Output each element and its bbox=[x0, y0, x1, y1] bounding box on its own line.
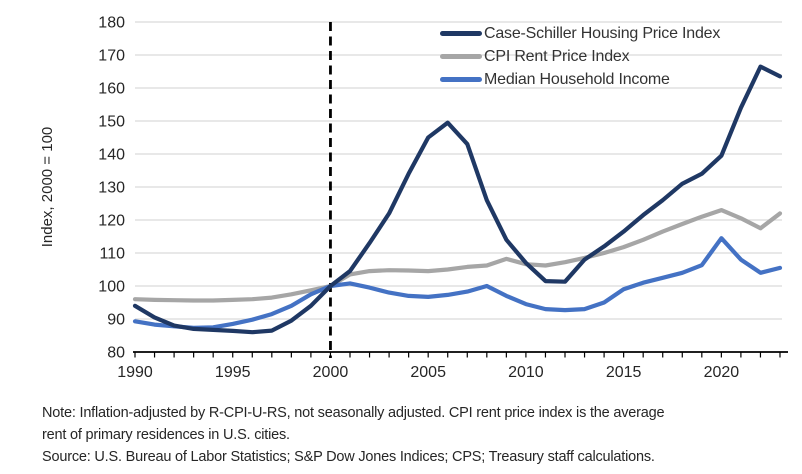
y-tick-label: 180 bbox=[98, 15, 125, 32]
x-tick-label: 2010 bbox=[508, 364, 544, 381]
y-tick-label: 80 bbox=[107, 345, 125, 362]
y-tick-label: 160 bbox=[98, 81, 125, 98]
y-axis-title: Index, 2000 = 100 bbox=[39, 127, 56, 248]
chart-notes: Note: Inflation-adjusted by R-CPI-U-RS, … bbox=[42, 402, 787, 468]
y-tick-label: 120 bbox=[98, 213, 125, 230]
note-line-1: Note: Inflation-adjusted by R-CPI-U-RS, … bbox=[42, 405, 665, 421]
x-tick-label: 2015 bbox=[606, 364, 642, 381]
data-series bbox=[132, 64, 783, 335]
series-line-2 bbox=[132, 236, 783, 330]
x-tick-label: 1995 bbox=[215, 364, 251, 381]
y-tick-label: 110 bbox=[99, 246, 125, 263]
y-tick-label: 90 bbox=[107, 312, 125, 329]
legend-line-swatch bbox=[440, 54, 482, 59]
y-tick-label: 100 bbox=[98, 279, 125, 296]
x-tick-label: 1990 bbox=[117, 364, 153, 381]
series-line-1 bbox=[132, 208, 783, 303]
y-tick-label: 170 bbox=[98, 48, 125, 65]
legend-item-median-income: Median Household Income bbox=[440, 68, 720, 91]
y-tick-label: 150 bbox=[98, 114, 125, 131]
note-line-2: rent of primary residences in U.S. citie… bbox=[42, 427, 290, 443]
legend-item-case-schiller: Case-Schiller Housing Price Index bbox=[440, 22, 720, 45]
x-tick-label: 2020 bbox=[704, 364, 740, 381]
y-tick-label: 140 bbox=[98, 147, 125, 164]
legend-label: Median Household Income bbox=[484, 70, 670, 88]
axes: 80 90 100 110 120 130 140 150 160 170 180 1990 1995 2… bbox=[98, 15, 788, 381]
source-line: Source: U.S. Bureau of Labor Statistics;… bbox=[42, 449, 655, 465]
legend-item-cpi-rent: CPI Rent Price Index bbox=[440, 45, 720, 68]
series-line-0 bbox=[132, 64, 783, 335]
y-tick-label: 130 bbox=[98, 180, 125, 197]
x-tick-label: 2005 bbox=[410, 364, 446, 381]
x-tick-label: 2000 bbox=[313, 364, 349, 381]
chart-legend: Case-Schiller Housing Price Index CPI Re… bbox=[440, 22, 720, 91]
legend-line-swatch bbox=[440, 77, 482, 82]
legend-label: Case-Schiller Housing Price Index bbox=[484, 24, 721, 42]
legend-line-swatch bbox=[440, 31, 482, 36]
legend-label: CPI Rent Price Index bbox=[484, 47, 630, 65]
